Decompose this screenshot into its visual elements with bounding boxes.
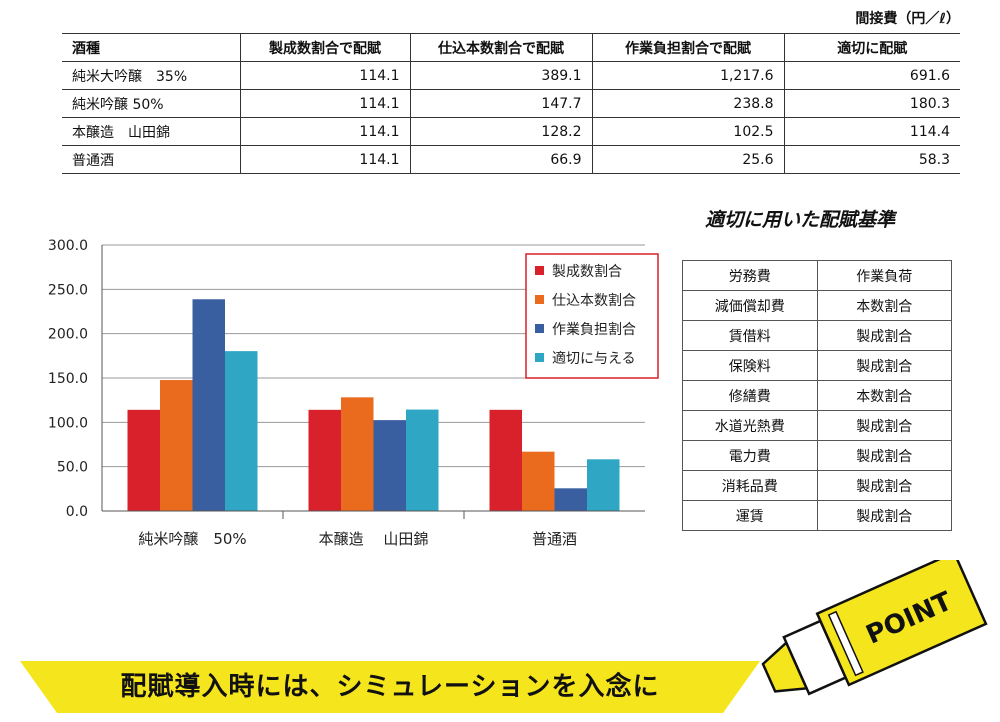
table-row: 本醸造 山田錦 114.1 128.2 102.5 114.4: [62, 117, 960, 146]
y-tick-label: 300.0: [48, 238, 88, 254]
table-header-row: 酒種 製成数割合で配賦 仕込本数割合で配賦 作業負担割合で配賦 適切に配賦: [62, 33, 960, 62]
cost-item-cell: 減価償却費: [682, 290, 818, 321]
legend-swatch: [535, 324, 544, 333]
marker-band: [827, 610, 864, 677]
column-header: 作業負担割合で配賦: [591, 33, 784, 62]
sake-type-cell: 純米吟醸 50%: [62, 89, 240, 118]
y-tick-label: 250.0: [48, 282, 88, 298]
value-cell: 114.1: [239, 89, 410, 118]
legend-swatch: [535, 353, 544, 362]
table-row: 純米大吟醸 35% 114.1 389.1 1,217.6 691.6: [62, 61, 960, 90]
criterion-cell: 製成割合: [816, 470, 952, 501]
value-cell: 114.4: [783, 117, 960, 146]
column-header: 仕込本数割合で配賦: [409, 33, 592, 62]
cost-item-cell: 運賃: [682, 500, 818, 531]
criteria-row: 消耗品費 製成割合: [682, 470, 952, 501]
bar: [192, 299, 225, 511]
value-cell: 25.6: [591, 145, 784, 174]
value-cell: 114.1: [239, 117, 410, 146]
sake-type-cell: 純米大吟醸 35%: [62, 61, 240, 90]
criterion-cell: 製成割合: [816, 350, 952, 381]
x-tick-label: 普通酒: [532, 530, 577, 548]
table-row: 普通酒 114.1 66.9 25.6 58.3: [62, 145, 960, 174]
value-cell: 147.7: [409, 89, 592, 118]
legend-label: 製成数割合: [552, 263, 622, 280]
marker-body: [815, 560, 988, 687]
indirect-cost-table: 酒種 製成数割合で配賦 仕込本数割合で配賦 作業負担割合で配賦 適切に配賦 純米…: [62, 33, 960, 174]
sake-type-cell: 本醸造 山田錦: [62, 117, 240, 146]
highlighter-marker-icon: POINT: [761, 560, 988, 696]
criterion-cell: 製成割合: [816, 440, 952, 471]
bar: [406, 409, 439, 511]
criterion-cell: 製成割合: [816, 500, 952, 531]
cost-item-cell: 消耗品費: [682, 470, 818, 501]
unit-label: 間接費（円／ℓ）: [855, 11, 960, 27]
table-row: 純米吟醸 50% 114.1 147.7 238.8 180.3: [62, 89, 960, 118]
bar: [308, 409, 341, 511]
bar: [522, 451, 555, 511]
sake-type-cell: 普通酒: [62, 145, 240, 174]
bar: [373, 420, 406, 511]
value-cell: 102.5: [591, 117, 784, 146]
y-tick-label: 50.0: [57, 460, 88, 476]
criterion-cell: 製成割合: [816, 410, 952, 441]
legend-swatch: [535, 295, 544, 304]
cost-item-cell: 保険料: [682, 350, 818, 381]
cost-item-cell: 賃借料: [682, 320, 818, 351]
criterion-cell: 作業負荷: [816, 260, 952, 291]
bar: [341, 397, 374, 511]
value-cell: 114.1: [239, 61, 410, 90]
column-header: 酒種: [62, 33, 240, 62]
criteria-row: 賃借料 製成割合: [682, 320, 952, 351]
allocation-criteria-table: 労務費 作業負荷 減価償却費 本数割合 賃借料 製成割合 保険料 製成割合 修繕費 本数割合 水道光…: [682, 260, 952, 531]
value-cell: 128.2: [409, 117, 592, 146]
value-cell: 238.8: [591, 89, 784, 118]
value-cell: 66.9: [409, 145, 592, 174]
criteria-row: 水道光熱費 製成割合: [682, 410, 952, 441]
banner-background: [20, 661, 760, 713]
value-cell: 114.1: [239, 145, 410, 174]
legend-box: [525, 253, 659, 379]
bar: [554, 488, 587, 511]
criterion-cell: 本数割合: [816, 290, 952, 321]
bar: [489, 409, 522, 511]
value-cell: 1,217.6: [591, 61, 784, 90]
bar: [127, 409, 160, 511]
column-header: 製成数割合で配賦: [239, 33, 410, 62]
criteria-row: 運賃 製成割合: [682, 500, 952, 531]
criteria-row: 減価償却費 本数割合: [682, 290, 952, 321]
banner-text: 配賦導入時には、シミュレーションを入念に: [120, 672, 660, 702]
legend-label: 仕込本数割合: [552, 292, 636, 309]
cost-item-cell: 水道光熱費: [682, 410, 818, 441]
cost-item-cell: 電力費: [682, 440, 818, 471]
bar: [160, 380, 193, 511]
column-header: 適切に配賦: [783, 33, 960, 62]
criteria-row: 電力費 製成割合: [682, 440, 952, 471]
value-cell: 180.3: [783, 89, 960, 118]
legend-label: 作業負担割合: [552, 321, 636, 338]
bar-chart: 0.0 50.0 100.0 150.0 200.0 250.0 300.0 純米吟醸 50%…: [48, 238, 659, 548]
criteria-title: 適切に用いた配賦基準: [704, 209, 895, 231]
criterion-cell: 製成割合: [816, 320, 952, 351]
value-cell: 58.3: [783, 145, 960, 174]
x-tick-label: 純米吟醸 50%: [138, 530, 246, 548]
criteria-row: 労務費 作業負荷: [682, 260, 952, 291]
y-tick-label: 100.0: [48, 415, 88, 431]
bar: [587, 459, 620, 511]
criteria-row: 修繕費 本数割合: [682, 380, 952, 411]
y-tick-label: 200.0: [48, 327, 88, 343]
value-cell: 389.1: [409, 61, 592, 90]
x-tick-label: 本醸造 山田錦: [319, 530, 429, 548]
criteria-row: 保険料 製成割合: [682, 350, 952, 381]
legend-swatch: [535, 266, 544, 275]
bar: [225, 351, 258, 511]
legend-label: 適切に与える: [552, 350, 636, 367]
value-cell: 691.6: [783, 61, 960, 90]
criterion-cell: 本数割合: [816, 380, 952, 411]
y-tick-label: 150.0: [48, 371, 88, 387]
y-tick-label: 0.0: [66, 504, 88, 520]
cost-item-cell: 労務費: [682, 260, 818, 291]
cost-item-cell: 修繕費: [682, 380, 818, 411]
